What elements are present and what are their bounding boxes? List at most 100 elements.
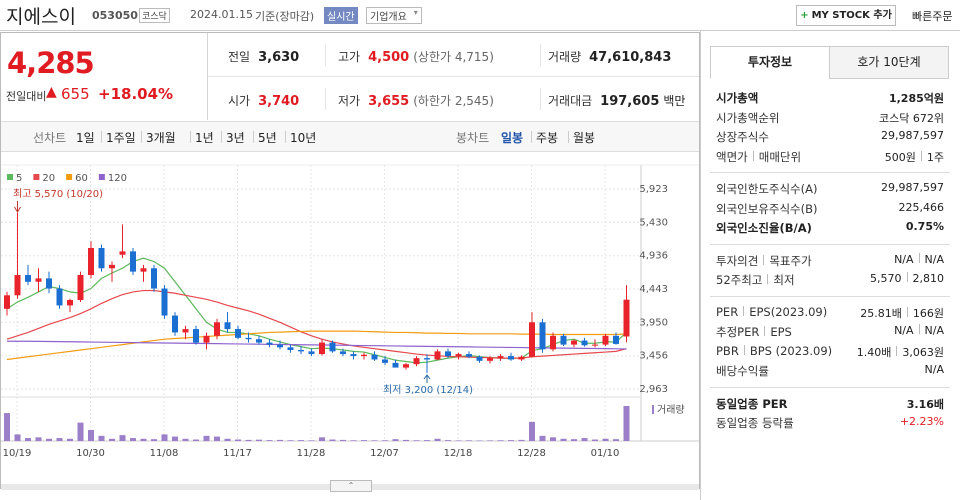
- tab-separator: [285, 131, 286, 143]
- stat: 고가 4,500 (상한가 4,715): [338, 48, 494, 65]
- legend-label: 60: [75, 173, 88, 184]
- candle-body: [140, 268, 147, 272]
- volume-bar: [466, 440, 472, 441]
- label-text: 추정PER: [716, 325, 760, 339]
- candle-body: [266, 342, 273, 345]
- volume-bar: [98, 435, 105, 441]
- divider: [540, 44, 541, 66]
- label-text: 액면가: [716, 149, 748, 164]
- volume-legend-swatch: [652, 405, 654, 414]
- period-tab[interactable]: 1년: [195, 131, 214, 145]
- date: 2024.01.15: [190, 8, 253, 21]
- legend-label: 5: [16, 173, 22, 184]
- volume-bar: [25, 438, 31, 441]
- volume-bar: [340, 439, 346, 441]
- y-tick-label: 3,950: [639, 317, 668, 328]
- overview-button[interactable]: 기업개요 ▾: [366, 7, 422, 24]
- candle-body: [287, 347, 294, 351]
- volume-bar: [445, 440, 451, 441]
- stat-value: 3,630: [258, 50, 300, 65]
- label-text: EPS(2023.09): [749, 304, 828, 319]
- candle-body: [476, 356, 483, 361]
- stat-label: 전일: [228, 50, 251, 64]
- volume-bar: [508, 440, 514, 441]
- candle-body: [329, 342, 336, 352]
- info-label: 외국인소진율(B/A): [716, 220, 812, 236]
- candle-body: [497, 356, 504, 359]
- section-divider: [710, 386, 950, 388]
- info-value: 0.75%: [906, 220, 944, 233]
- y-tick-label: 5,923: [639, 184, 668, 195]
- period-tab[interactable]: 3년: [226, 131, 245, 145]
- volume-bar: [203, 435, 210, 441]
- period-tab[interactable]: 1주일: [106, 131, 136, 145]
- tab-separator: [141, 131, 142, 143]
- candle-body: [46, 278, 52, 289]
- label-text: 외국인보유주식수(B): [716, 201, 818, 216]
- period-tab[interactable]: 5년: [258, 131, 277, 145]
- legend-swatch: [66, 174, 73, 180]
- period-tab[interactable]: 10년: [290, 131, 317, 145]
- x-tick-label: 11/08: [150, 448, 179, 459]
- side-tab[interactable]: 투자정보: [710, 46, 830, 79]
- candle-body: [130, 251, 136, 272]
- candle-body: [392, 362, 399, 368]
- value-text: 1.40배: [856, 345, 892, 359]
- candle-body: [35, 278, 42, 282]
- stat-value: 3,740: [258, 94, 300, 109]
- divider: [207, 33, 208, 120]
- candle-body: [413, 358, 420, 365]
- volume-bar: [581, 438, 588, 441]
- candle-body: [67, 300, 73, 306]
- period-tab[interactable]: 3개월: [146, 131, 176, 145]
- candle-tab[interactable]: 주봉: [536, 131, 559, 145]
- candle-tab[interactable]: 일봉: [501, 131, 524, 145]
- realtime-badge: 실시간: [324, 7, 358, 24]
- candle-body: [340, 351, 346, 355]
- legend-swatch: [7, 174, 13, 180]
- volume-bar: [592, 439, 598, 441]
- x-tick-label: 10/19: [3, 448, 32, 459]
- value-text: 25.81배: [860, 306, 902, 320]
- volume-bar: [119, 435, 126, 441]
- volume-bar: [109, 438, 115, 441]
- value-text: N/A: [894, 252, 914, 266]
- separator: [896, 345, 898, 356]
- volume-bar: [361, 440, 367, 441]
- stat: 시가 3,740: [228, 92, 299, 109]
- info-value: 3.16배: [907, 396, 944, 412]
- my-stock-button[interactable]: + MY STOCK 추가: [796, 5, 896, 26]
- info-value: N/A N/A: [894, 324, 944, 337]
- x-tick-label: 12/18: [444, 448, 473, 459]
- stat-label: 거래대금: [548, 94, 593, 108]
- value-text: 29,987,597: [881, 129, 944, 142]
- y-tick-label: 2,963: [639, 384, 668, 395]
- x-tick-label: 12/07: [370, 448, 399, 459]
- value-text: 0.75%: [905, 220, 944, 233]
- section-divider: [710, 172, 950, 173]
- candle-body: [550, 335, 556, 350]
- stat-unit: 백만: [663, 94, 686, 108]
- value-text: 2,810: [912, 272, 945, 285]
- volume-bar: [14, 434, 21, 441]
- quick-order[interactable]: 빠른주문: [912, 10, 953, 23]
- candle-body: [560, 335, 567, 345]
- period-tab[interactable]: 1일: [76, 131, 95, 145]
- candle-body: [592, 344, 598, 346]
- divider: [0, 30, 960, 31]
- scroll-thumb[interactable]: ⌃: [330, 480, 372, 492]
- stat-value: 47,610,843: [589, 50, 672, 65]
- candle-body: [623, 299, 630, 337]
- volume-bar: [287, 440, 294, 441]
- x-tick-label: 12/28: [517, 448, 546, 459]
- candle-body: [98, 247, 105, 269]
- volume-bar: [539, 435, 546, 441]
- info-value: N/A N/A: [894, 252, 944, 266]
- side-tab[interactable]: 호가 10단계: [829, 46, 949, 79]
- candle-body: [256, 339, 262, 343]
- candle-tab[interactable]: 월봉: [573, 131, 596, 145]
- y-tick-label: 5,430: [639, 217, 668, 228]
- value-text: N/A: [924, 324, 944, 337]
- volume-bar: [182, 438, 189, 441]
- candle-body: [182, 329, 189, 333]
